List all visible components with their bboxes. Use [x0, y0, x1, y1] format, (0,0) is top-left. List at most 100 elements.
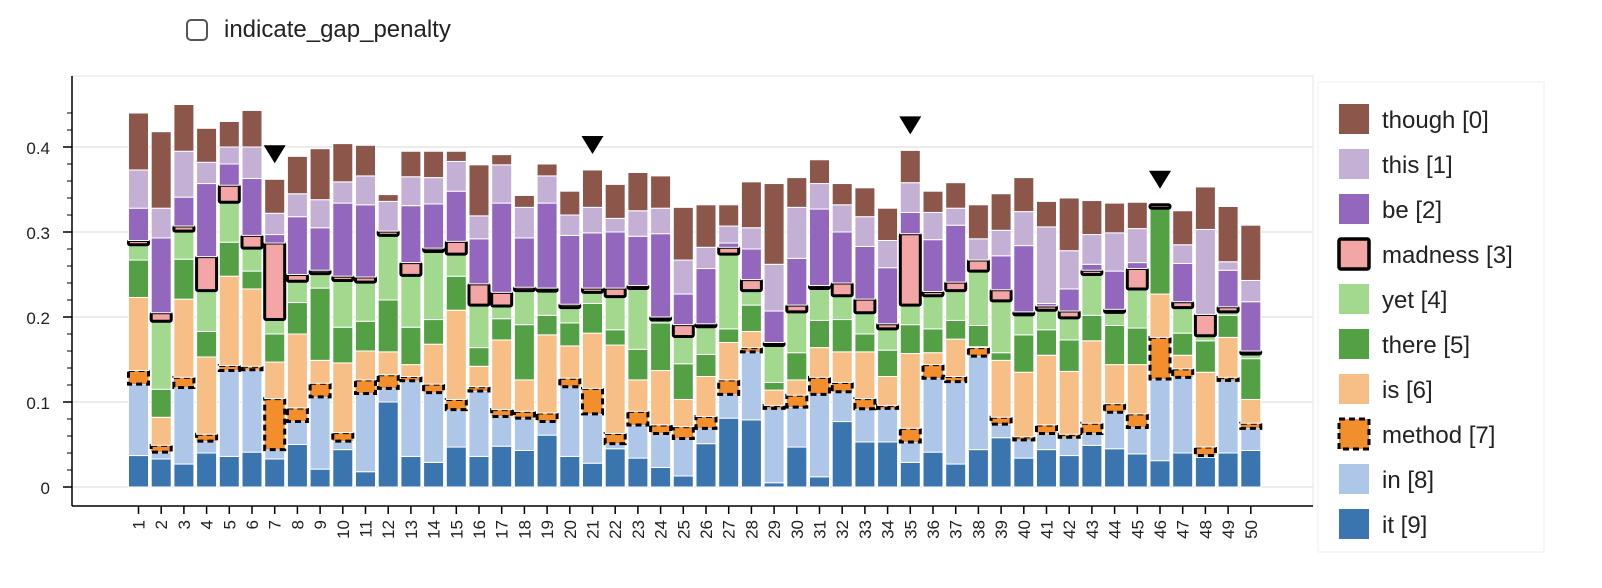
bar-segment — [468, 304, 490, 349]
bar-segment — [217, 363, 241, 373]
bar-segment — [1126, 288, 1148, 329]
bar-segment — [922, 377, 944, 453]
y-tick-label: 0.1 — [26, 394, 50, 413]
bar-segment — [1058, 370, 1080, 435]
bar-segment — [672, 438, 694, 477]
bar-segment — [718, 242, 740, 248]
bar-segment — [173, 258, 195, 300]
bar-segment — [627, 457, 649, 488]
bar-segment — [922, 451, 944, 488]
x-tick-label: 47 — [1174, 520, 1193, 539]
legend-label: though [0] — [1382, 107, 1489, 134]
bar-segment — [309, 148, 331, 201]
bar-segment — [512, 285, 536, 293]
bar-segment — [1036, 354, 1057, 426]
bar-segment — [173, 104, 195, 152]
bar-segment — [264, 178, 286, 214]
bar-segment — [1058, 455, 1080, 488]
bar-segment — [128, 169, 149, 209]
bar-segment — [603, 431, 627, 446]
bar-segment — [763, 381, 785, 391]
bar-segment — [672, 206, 694, 261]
bar-segment — [695, 204, 717, 248]
x-tick-label: 20 — [561, 520, 580, 539]
bar-segment — [399, 261, 423, 277]
bar-segment — [513, 417, 535, 451]
bar-segment — [854, 351, 876, 400]
bar-segment — [1217, 378, 1239, 454]
bar-segment — [172, 375, 196, 390]
bar-segment — [786, 352, 808, 381]
bar-segment — [150, 207, 172, 239]
bar-segment — [559, 307, 581, 324]
bar-segment — [672, 363, 694, 400]
bar-segment — [718, 204, 740, 227]
bar-segment — [150, 388, 172, 418]
bar-segment — [1104, 202, 1126, 234]
bar-segment — [241, 288, 263, 367]
bar-segment — [990, 359, 1012, 418]
bar-segment — [649, 423, 673, 435]
bar-segment — [1104, 448, 1126, 488]
bar-segment — [830, 380, 854, 394]
x-tick-label: 43 — [1083, 520, 1102, 539]
bar-segment — [582, 291, 603, 304]
bar-segment — [536, 175, 558, 204]
bar-segment — [922, 239, 944, 292]
bar-segment — [990, 300, 1012, 354]
bar-segment — [990, 352, 1012, 361]
bar-segment — [921, 290, 945, 298]
bar-segment — [218, 201, 240, 243]
bar-segment — [604, 217, 626, 233]
bar-segment — [650, 207, 672, 235]
gap-penalty-checkbox[interactable] — [186, 19, 208, 41]
bar-segment — [423, 343, 445, 385]
bar-segment — [899, 304, 921, 326]
bar-segment — [945, 381, 967, 465]
bar-segment — [536, 314, 558, 336]
legend-swatch — [1339, 104, 1369, 134]
bar-segment — [1149, 460, 1171, 488]
bar-segment — [241, 177, 263, 236]
x-tick-label: 10 — [334, 520, 353, 539]
bar-segment — [831, 319, 853, 353]
x-tick-label: 17 — [493, 520, 512, 539]
bar-segment — [331, 274, 355, 282]
bar-segment — [899, 324, 921, 355]
bar-segment — [128, 207, 149, 241]
bar-segment — [149, 443, 173, 454]
bar-segment — [559, 214, 581, 236]
bar-segment — [763, 406, 785, 484]
bar-segment — [717, 245, 741, 256]
gap-penalty-toggle[interactable]: indicate_gap_penalty — [186, 16, 451, 44]
bar-segment — [286, 444, 308, 488]
bar-segment — [1217, 269, 1239, 308]
legend-swatch — [1339, 374, 1369, 404]
x-tick-label: 34 — [879, 520, 898, 539]
bar-segment — [196, 183, 218, 258]
bar-segment — [491, 202, 513, 293]
x-tick-label: 3 — [175, 520, 194, 529]
bar-segment — [1194, 371, 1216, 448]
x-tick-label: 4 — [198, 520, 217, 529]
bar-segment — [535, 411, 559, 424]
bar-segment — [1058, 317, 1080, 341]
bar-segment — [944, 375, 968, 384]
x-tick-label: 46 — [1151, 520, 1170, 539]
bar-segment — [558, 376, 582, 389]
bar-segment — [786, 379, 808, 396]
bar-segment — [512, 409, 536, 420]
bar-segment — [491, 415, 513, 447]
bar-segment — [718, 253, 740, 330]
bar-segment — [1149, 208, 1171, 295]
bar-segment — [377, 194, 399, 202]
bar-segment — [672, 398, 694, 428]
bar-segment — [990, 193, 1012, 231]
bar-segment — [786, 446, 808, 488]
bar-segment — [309, 199, 331, 229]
legend-swatch — [1339, 194, 1369, 224]
bar-segment — [218, 241, 240, 277]
bar-segment — [196, 330, 218, 358]
x-tick-label: 31 — [811, 520, 830, 539]
